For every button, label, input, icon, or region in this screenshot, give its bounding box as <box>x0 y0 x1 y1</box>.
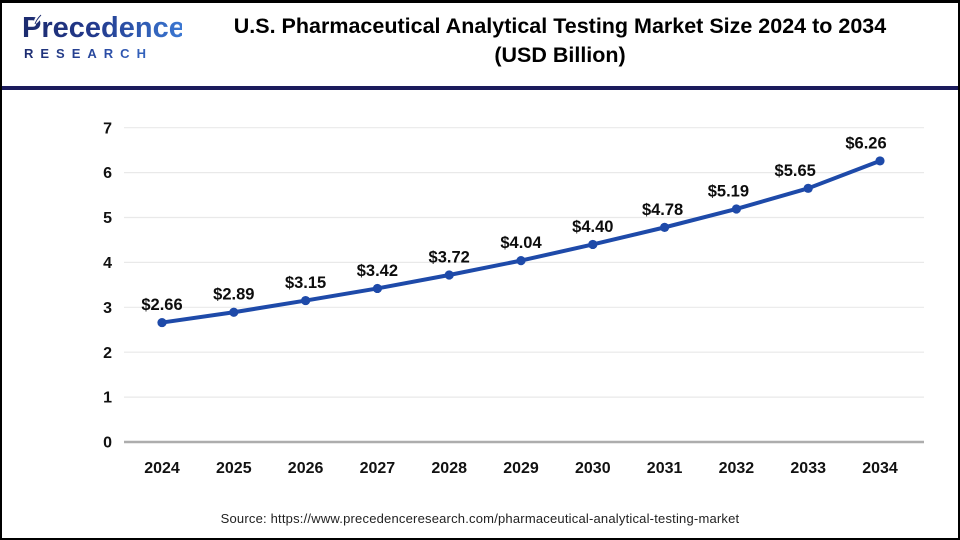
data-point-label: $3.15 <box>285 274 326 292</box>
chart-title-line2: (USD Billion) <box>494 43 626 67</box>
data-point-marker <box>875 156 885 166</box>
data-point-label: $5.19 <box>708 182 749 200</box>
x-axis-tick-labels: 2024 2025 2026 2027 2028 2029 2030 2031 2032 2033… <box>144 460 898 477</box>
logo-sub-text: RESEARCH <box>22 46 182 61</box>
header: Precedence RESEARCH U.S. Pharmaceutical … <box>2 3 958 88</box>
y-tick-label: 3 <box>103 300 112 317</box>
data-point-marker <box>516 256 526 266</box>
line-chart: 0 1 2 3 4 5 6 7 2024 2025 2026 2027 2028 2029 2030 2031… <box>103 120 924 477</box>
y-tick-label: 5 <box>103 210 112 227</box>
data-labels: $2.66 $2.89 $3.15 $3.42 $3.72 $4.04 $4.40 $4.78… <box>141 134 886 314</box>
data-point-marker <box>588 239 598 250</box>
x-tick-label: 2024 <box>144 460 180 477</box>
data-point-marker <box>372 283 382 294</box>
x-tick-label: 2026 <box>288 460 324 477</box>
chart-title: U.S. Pharmaceutical Analytical Testing M… <box>172 12 948 70</box>
data-point-label: $4.40 <box>572 218 613 236</box>
y-tick-label: 7 <box>103 120 112 137</box>
y-tick-label: 1 <box>103 390 112 407</box>
data-point-label: $2.89 <box>213 286 254 304</box>
y-axis-tick-labels: 0 1 2 3 4 5 6 7 <box>103 120 112 451</box>
x-tick-label: 2031 <box>647 460 683 477</box>
brand-logo: Precedence RESEARCH <box>22 12 185 61</box>
data-point-label: $4.78 <box>642 201 683 219</box>
x-tick-label: 2034 <box>862 460 898 477</box>
data-point-label: $4.04 <box>500 234 542 252</box>
x-tick-label: 2033 <box>790 460 826 477</box>
data-point-marker <box>660 222 670 232</box>
x-tick-label: 2025 <box>216 460 252 477</box>
source-text: Source: https://www.precedenceresearch.c… <box>220 511 740 526</box>
data-point-label: $6.26 <box>845 134 886 152</box>
y-tick-label: 0 <box>103 435 112 452</box>
data-point-label: $3.42 <box>357 262 398 280</box>
y-tick-label: 4 <box>103 255 112 272</box>
data-point-marker <box>803 183 813 193</box>
data-point-marker <box>301 295 311 306</box>
x-tick-label: 2028 <box>431 460 467 477</box>
data-point-marker <box>444 270 454 280</box>
x-tick-label: 2032 <box>719 460 755 477</box>
y-tick-label: 6 <box>103 165 112 182</box>
data-point-marker <box>731 204 742 214</box>
data-point-marker <box>157 317 167 328</box>
x-tick-label: 2030 <box>575 460 611 477</box>
data-point-label: $2.66 <box>141 296 182 314</box>
header-divider <box>2 86 958 90</box>
x-tick-label: 2027 <box>360 460 396 477</box>
data-point-marker <box>229 307 239 317</box>
y-tick-label: 2 <box>103 345 112 362</box>
chart-title-line1: U.S. Pharmaceutical Analytical Testing M… <box>233 14 887 38</box>
data-point-label: $5.65 <box>775 162 816 180</box>
logo-brand-text: Precedence <box>22 12 185 44</box>
x-tick-label: 2029 <box>503 460 539 477</box>
data-points <box>157 156 885 328</box>
data-point-label: $3.72 <box>429 248 470 266</box>
